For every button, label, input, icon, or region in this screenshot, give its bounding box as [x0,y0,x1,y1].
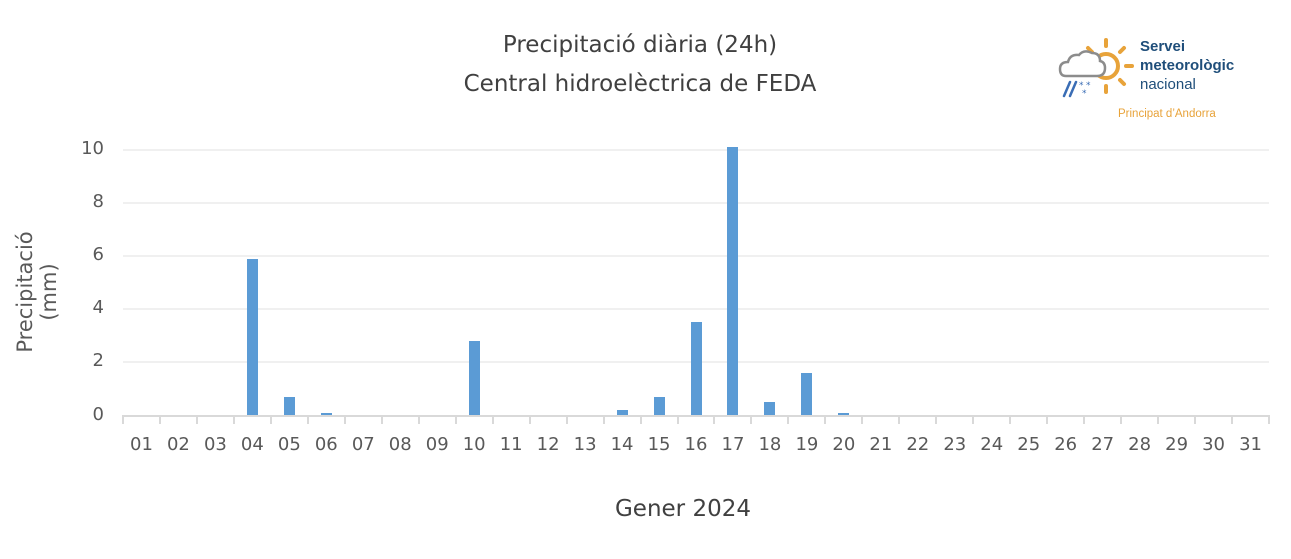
gridline [123,254,1269,257]
svg-text:*: * [1079,81,1084,91]
x-tick-mark [1268,415,1270,424]
x-tick-label: 26 [1054,434,1078,455]
bar-day-15 [653,396,665,416]
x-tick-label: 24 [980,434,1004,455]
x-tick-label: 22 [906,434,930,455]
chart-title-line1: Precipitació diària (24h) [502,32,778,58]
bar-day-18 [764,402,776,416]
chart-title-line2: Central hidroelèctrica de FEDA [463,71,817,97]
x-tick-mark [861,415,864,424]
y-tick-label: 6 [92,243,104,265]
x-tick-label: 03 [203,434,227,455]
x-tick-mark [1009,415,1012,424]
bar-day-16 [690,322,702,416]
y-tick-label: 10 [81,137,104,159]
y-tick-label: 0 [92,403,104,425]
gridline [123,308,1269,311]
x-tick-label: 10 [462,434,486,455]
x-tick-label: 27 [1091,434,1115,455]
y-tick-label: 4 [92,297,104,319]
x-tick-mark [380,415,383,424]
x-tick-mark [195,415,198,424]
x-tick-mark [935,415,938,424]
x-axis-label: Gener 2024 [614,496,751,522]
x-tick-label: 09 [425,434,449,455]
x-tick-mark [750,415,753,424]
x-axis-line [123,415,1269,417]
x-tick-label: 16 [684,434,708,455]
y-tick-label: 8 [92,190,104,212]
x-tick-label: 17 [721,434,745,455]
x-tick-mark [232,415,235,424]
bar-day-06 [320,412,332,416]
x-tick-mark [787,415,790,424]
x-tick-mark [454,415,457,424]
x-tick-label: 04 [240,434,264,455]
x-tick-mark [158,415,161,424]
x-tick-mark [639,415,642,424]
x-tick-mark [269,415,272,424]
x-tick-label: 18 [758,434,782,455]
x-tick-mark [1120,415,1123,424]
x-tick-label: 05 [277,434,301,455]
bar-day-10 [468,341,480,416]
x-tick-label: 28 [1128,434,1152,455]
x-tick-mark [676,415,679,424]
bar-day-20 [838,412,850,416]
weather-sun-cloud-rain-snow-icon: * ** [1058,38,1134,99]
x-tick-label: 29 [1165,434,1189,455]
x-tick-mark [713,415,716,424]
bar-day-19 [801,372,813,416]
x-tick-label: 14 [610,434,634,455]
x-tick-mark [565,415,568,424]
x-tick-mark [898,415,901,424]
x-tick-label: 11 [499,434,523,455]
x-tick-mark [343,415,346,424]
x-tick-mark [824,415,827,424]
x-tick-label: 08 [388,434,412,455]
x-tick-label: 19 [795,434,819,455]
gridline [123,148,1269,151]
x-tick-label: 30 [1202,434,1225,455]
x-tick-mark [122,415,124,424]
x-tick-label: 06 [314,434,338,455]
x-tick-label: 13 [573,434,597,455]
y-axis-label: Precipitació (mm) [13,231,61,353]
x-tick-mark [602,415,605,424]
x-tick-label: 07 [351,434,375,455]
x-tick-mark [1194,415,1197,424]
x-tick-mark [1083,415,1086,424]
x-tick-mark [1157,415,1160,424]
x-tick-mark [306,415,309,424]
x-tick-label: 02 [166,434,190,455]
bar-day-04 [246,258,258,416]
x-tick-label: 25 [1017,434,1041,455]
bar-day-17 [727,146,739,416]
x-tick-label: 01 [130,434,153,455]
x-tick-label: 31 [1239,434,1262,455]
svg-text:*: * [1082,89,1087,99]
x-tick-mark [491,415,494,424]
x-tick-label: 21 [869,434,893,455]
x-tick-label: 20 [832,434,856,455]
bar-day-05 [283,396,295,416]
y-tick-label: 2 [92,350,104,372]
x-tick-mark [417,415,420,424]
x-tick-mark [1231,415,1234,424]
svg-text:*: * [1086,81,1091,91]
x-tick-label: 23 [943,434,967,455]
x-tick-label: 15 [647,434,671,455]
x-tick-label: 12 [536,434,560,455]
gridline [123,201,1269,204]
smn-logo: * * * Servei meteorològic nacional Princip… [1048,24,1266,128]
bar-day-14 [616,410,628,416]
x-tick-mark [528,415,531,424]
x-tick-mark [1046,415,1049,424]
x-tick-mark [972,415,975,424]
